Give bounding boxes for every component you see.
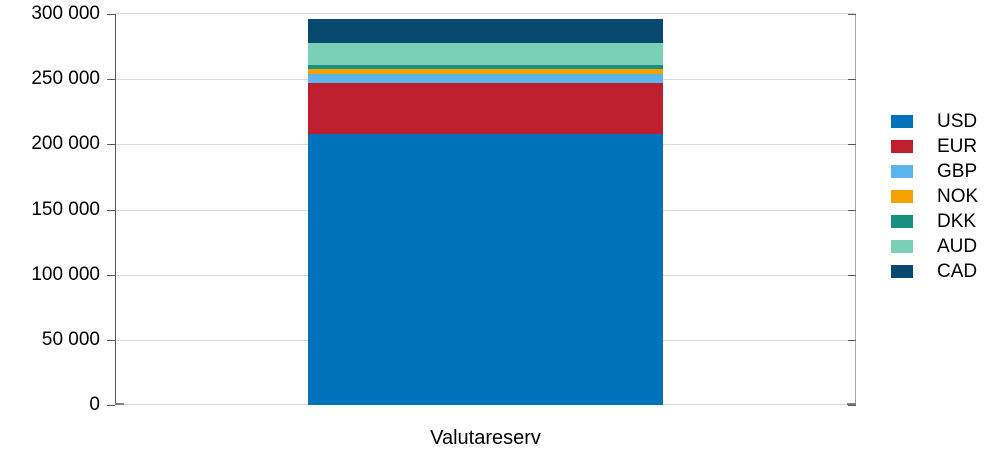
- y-tick-mark-right: [848, 275, 856, 276]
- legend-item-gbp: GBP: [891, 159, 978, 184]
- bar-segment-usd: [308, 133, 663, 405]
- legend-swatch-usd: [891, 115, 913, 128]
- legend-item-cad: CAD: [891, 259, 978, 284]
- y-tick-label: 250 000: [31, 68, 100, 89]
- bar-segment-dkk: [308, 64, 663, 69]
- legend-label: NOK: [937, 186, 979, 207]
- legend-item-dkk: DKK: [891, 209, 978, 234]
- y-tick-mark: [107, 275, 115, 276]
- bar-segment-eur: [308, 83, 663, 134]
- bar-segment-aud: [308, 42, 663, 65]
- y-tick-mark: [107, 144, 115, 145]
- legend-item-eur: EUR: [891, 134, 978, 159]
- y-tick-mark: [107, 210, 115, 211]
- gridline: [115, 13, 856, 14]
- x-axis-category-label: Valutareserv: [430, 427, 541, 449]
- y-tick-mark-right: [848, 340, 856, 341]
- y-tick-mark-right: [848, 79, 856, 80]
- legend-swatch-dkk: [891, 215, 913, 228]
- legend-label: GBP: [937, 161, 978, 182]
- y-tick-mark: [107, 14, 115, 15]
- y-tick-mark: [107, 405, 115, 406]
- y-tick-mark: [107, 79, 115, 80]
- legend-label: EUR: [937, 136, 978, 157]
- bar-segment-gbp: [308, 73, 663, 84]
- y-axis-labels: 0 50 000 100 000 150 000 200 000 250 000 300 0…: [0, 0, 115, 476]
- plot-right-border: [855, 14, 856, 405]
- y-tick-label: 0: [89, 394, 100, 415]
- legend-item-usd: USD: [891, 109, 978, 134]
- legend: USD EUR GBP NOK DKK AUD CAD: [891, 109, 978, 284]
- y-tick-label: 200 000: [31, 133, 100, 154]
- y-tick-label: 100 000: [31, 264, 100, 285]
- y-tick-mark: [107, 340, 115, 341]
- legend-item-aud: AUD: [891, 234, 978, 259]
- y-tick-label: 300 000: [31, 3, 100, 24]
- y-tick-mark-right: [848, 14, 856, 15]
- legend-label: CAD: [937, 261, 978, 282]
- legend-swatch-eur: [891, 140, 913, 153]
- bottom-right-corner-tick: [847, 403, 856, 405]
- y-tick-mark-right: [848, 210, 856, 211]
- legend-label: DKK: [937, 211, 977, 232]
- legend-swatch-aud: [891, 240, 913, 253]
- legend-swatch-gbp: [891, 165, 913, 178]
- y-tick-label: 150 000: [31, 199, 100, 220]
- bar-segment-nok: [308, 68, 663, 74]
- y-tick-mark-right: [848, 144, 856, 145]
- plot-area: [115, 13, 856, 406]
- y-tick-mark-right: [848, 405, 856, 406]
- legend-label: USD: [937, 111, 978, 132]
- legend-swatch-nok: [891, 190, 913, 203]
- y-tick-label: 50 000: [41, 329, 100, 350]
- bottom-left-corner-tick: [115, 403, 124, 405]
- bar-segment-cad: [308, 19, 663, 43]
- legend-label: AUD: [937, 236, 978, 257]
- stacked-bar: [308, 14, 663, 405]
- legend-swatch-cad: [891, 265, 913, 278]
- y-axis-line: [115, 14, 116, 405]
- legend-item-nok: NOK: [891, 184, 978, 209]
